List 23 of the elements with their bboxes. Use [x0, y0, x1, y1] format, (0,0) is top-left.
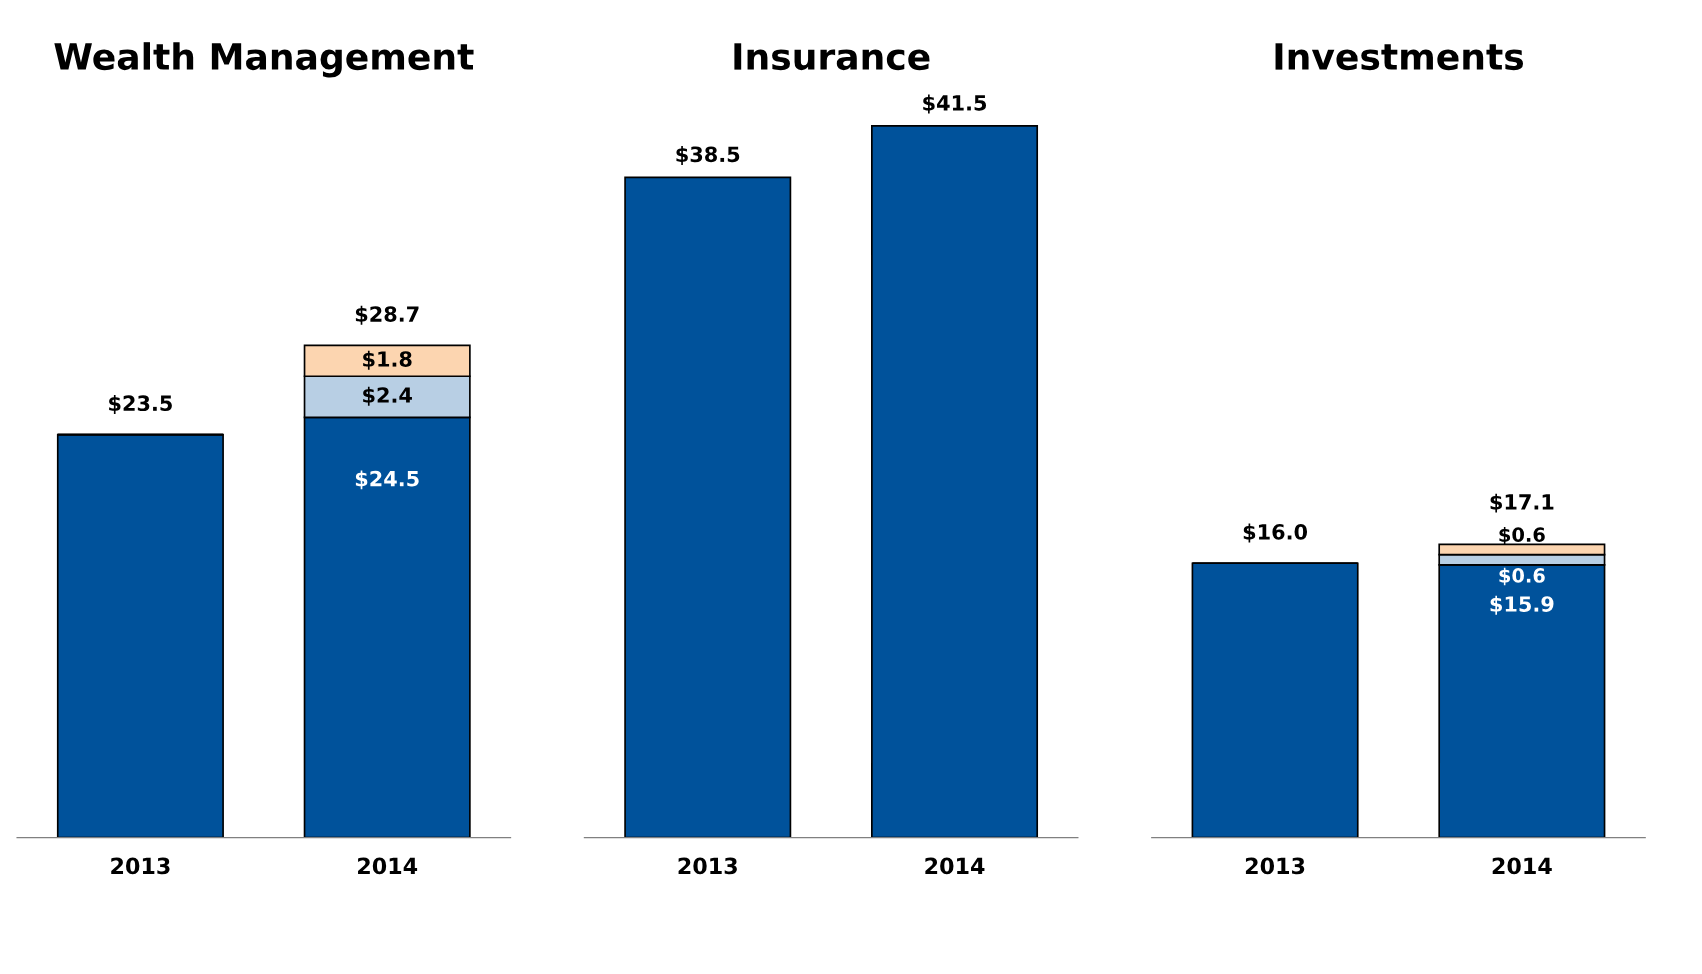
total-label: $28.7	[355, 305, 419, 325]
x-tick-label: 2013	[678, 857, 737, 875]
data-label: $38.5	[676, 146, 740, 165]
data-label: $1.8	[363, 350, 412, 370]
x-tick-label: 2014	[925, 857, 985, 875]
x-tick-label: 2014	[1492, 857, 1552, 875]
chart-title: Wealth Management	[54, 42, 474, 78]
data-label: $41.5	[923, 94, 987, 114]
x-tick-label: 2013	[111, 857, 170, 875]
chart-title: Insurance	[734, 43, 930, 71]
data-label: $0.6	[1499, 526, 1545, 545]
data-label: $2.4	[363, 386, 412, 406]
data-label: $24.5	[355, 470, 419, 490]
total-label: $17.1	[1490, 493, 1554, 513]
chart-title: Investments	[1275, 43, 1524, 71]
total-label: $16.0	[1243, 523, 1308, 543]
x-tick-label: 2014	[358, 857, 418, 875]
x-tick-label: 2013	[1245, 857, 1305, 875]
total-label: $23.5	[109, 394, 172, 414]
data-label: $15.9	[1490, 595, 1554, 615]
bar	[1191, 562, 1359, 838]
data-label: $0.6	[1499, 567, 1545, 586]
bar	[56, 433, 224, 838]
